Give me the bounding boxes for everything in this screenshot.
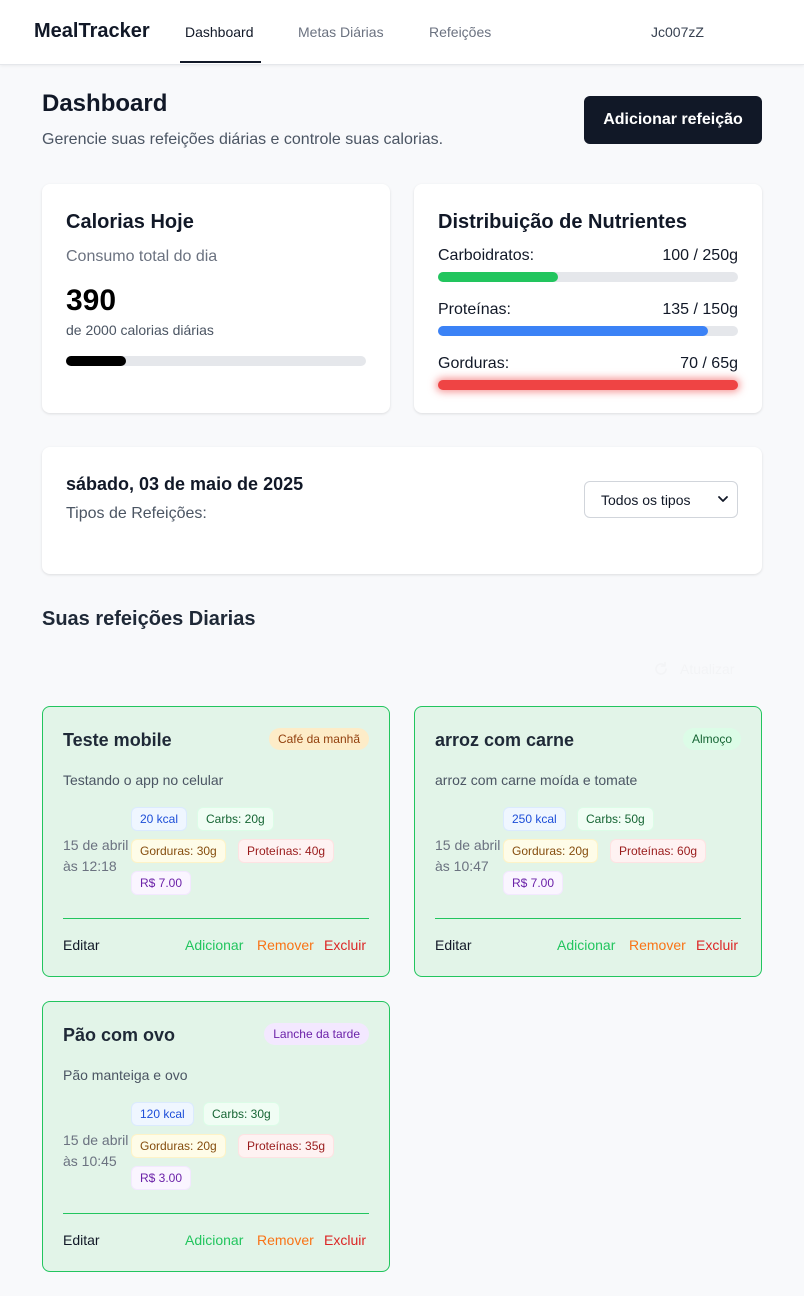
user-menu[interactable]: Jc007zZ (651, 24, 704, 40)
protein-progress-track (438, 326, 738, 336)
add-meal-button[interactable]: Adicionar (557, 937, 616, 953)
price-chip: R$ 7.00 (131, 871, 192, 895)
edit-meal-button[interactable]: Editar (435, 937, 472, 953)
calories-goal-note: de 2000 calorias diárias (66, 322, 214, 338)
carbs-progress-fill (438, 272, 558, 282)
fat-chip: Gorduras: 20g (503, 839, 598, 863)
nutrients-card-title: Distribuição de Nutrientes (438, 211, 687, 233)
meal-datetime: 15 de abril às 12:18 (63, 837, 129, 874)
meal-title: arroz com carne (435, 730, 575, 750)
protein-chip: Proteínas: 60g (610, 839, 707, 863)
meal-description: Pão manteiga e ovo (63, 1067, 188, 1083)
meal-type-badge: Lanche da tarde (264, 1023, 369, 1045)
fat-label: Gorduras: (438, 355, 510, 372)
calories-progress-track (66, 356, 366, 366)
add-meal-button[interactable]: Adicionar (185, 937, 244, 953)
fat-progress-fill (438, 380, 738, 390)
carbs-chip: Carbs: 20g (197, 807, 274, 831)
edit-meal-button[interactable]: Editar (63, 937, 100, 953)
carbs-chip: Carbs: 30g (203, 1102, 280, 1126)
remove-meal-button[interactable]: Remover (257, 1232, 314, 1248)
remove-meal-button[interactable]: Remover (629, 937, 686, 953)
nav-tab-dashboard[interactable]: Dashboard (185, 24, 254, 40)
nav-tab-daily-goals[interactable]: Metas Diárias (298, 24, 384, 40)
calories-card: Calorias Hoje Consumo total do dia 390 d… (42, 184, 390, 413)
calories-card-title: Calorias Hoje (66, 211, 194, 233)
protein-progress-fill (438, 326, 708, 336)
price-chip: R$ 7.00 (503, 871, 564, 895)
meal-card[interactable]: arroz com carne Almoço arroz com carne m… (414, 706, 762, 977)
meal-type-badge: Café da manhã (268, 728, 369, 750)
page-subtitle: Gerencie suas refeições diárias e contro… (42, 131, 444, 148)
carbs-label: Carboidratos: (438, 247, 535, 264)
protein-label: Proteínas: (438, 301, 511, 318)
calories-value: 390 (66, 284, 117, 317)
remove-meal-button[interactable]: Remover (257, 937, 314, 953)
delete-meal-button[interactable]: Excluir (324, 937, 367, 953)
kcal-chip: 20 kcal (131, 807, 188, 831)
fat-chip: Gorduras: 30g (131, 839, 226, 863)
edit-meal-button[interactable]: Editar (63, 1232, 100, 1248)
delete-meal-button[interactable]: Excluir (324, 1232, 367, 1248)
refresh-label: Atualizar (680, 661, 735, 677)
meal-title: Teste mobile (63, 730, 172, 750)
meal-divider (63, 1213, 369, 1214)
fat-progress-track (438, 380, 738, 390)
carbs-chip: Carbs: 50g (577, 807, 654, 831)
protein-chip: Proteínas: 40g (238, 839, 335, 863)
meal-type-badge: Almoço (682, 728, 741, 750)
date-filter-card: sábado, 03 de maio de 2025 Tipos de Refe… (42, 447, 762, 574)
page-title: Dashboard (42, 90, 168, 117)
meal-type-select-value: Todos os tipos (601, 492, 691, 508)
nutrients-card: Distribuição de Nutrientes Carboidratos:… (414, 184, 762, 413)
meal-datetime: 15 de abril às 10:47 (435, 837, 501, 874)
delete-meal-button[interactable]: Excluir (696, 937, 739, 953)
meal-datetime: 15 de abril às 10:45 (63, 1132, 129, 1169)
refresh-icon (655, 661, 667, 675)
meal-divider (435, 918, 741, 919)
add-meal-button[interactable]: Adicionar (185, 1232, 244, 1248)
calories-subtitle: Consumo total do dia (66, 248, 218, 265)
fat-value: 70 / 65g (680, 355, 738, 372)
calories-progress-fill (66, 356, 126, 366)
meal-title: Pão com ovo (63, 1025, 176, 1045)
meal-description: Testando o app no celular (63, 772, 224, 788)
active-tab-indicator (180, 61, 261, 63)
carbs-progress-track (438, 272, 738, 282)
price-chip: R$ 3.00 (131, 1166, 192, 1190)
carbs-value: 100 / 250g (662, 247, 738, 264)
chevron-down-icon (718, 496, 728, 502)
top-navbar: MealTracker Dashboard Metas Diárias Refe… (0, 0, 804, 65)
meal-description: arroz com carne moída e tomate (435, 772, 638, 788)
protein-chip: Proteínas: 35g (238, 1134, 335, 1158)
meal-card[interactable]: Pão com ovo Lanche da tarde Pão manteiga… (42, 1001, 390, 1272)
fat-chip: Gorduras: 20g (131, 1134, 226, 1158)
meal-card[interactable]: Teste mobile Café da manhã Testando o ap… (42, 706, 390, 977)
protein-value: 135 / 150g (662, 301, 738, 318)
brand-logo[interactable]: MealTracker (34, 20, 150, 42)
add-meal-button[interactable]: Adicionar refeição (584, 96, 762, 144)
kcal-chip: 250 kcal (503, 807, 566, 831)
meals-section-title: Suas refeições Diarias (42, 608, 256, 630)
selected-date: sábado, 03 de maio de 2025 (66, 474, 304, 494)
meal-type-select[interactable]: Todos os tipos (584, 481, 738, 518)
refresh-button[interactable]: Atualizar (652, 660, 734, 678)
nav-tab-meals[interactable]: Refeições (429, 24, 492, 40)
meal-divider (63, 918, 369, 919)
kcal-chip: 120 kcal (131, 1102, 194, 1126)
meal-types-label: Tipos de Refeições: (66, 505, 207, 522)
